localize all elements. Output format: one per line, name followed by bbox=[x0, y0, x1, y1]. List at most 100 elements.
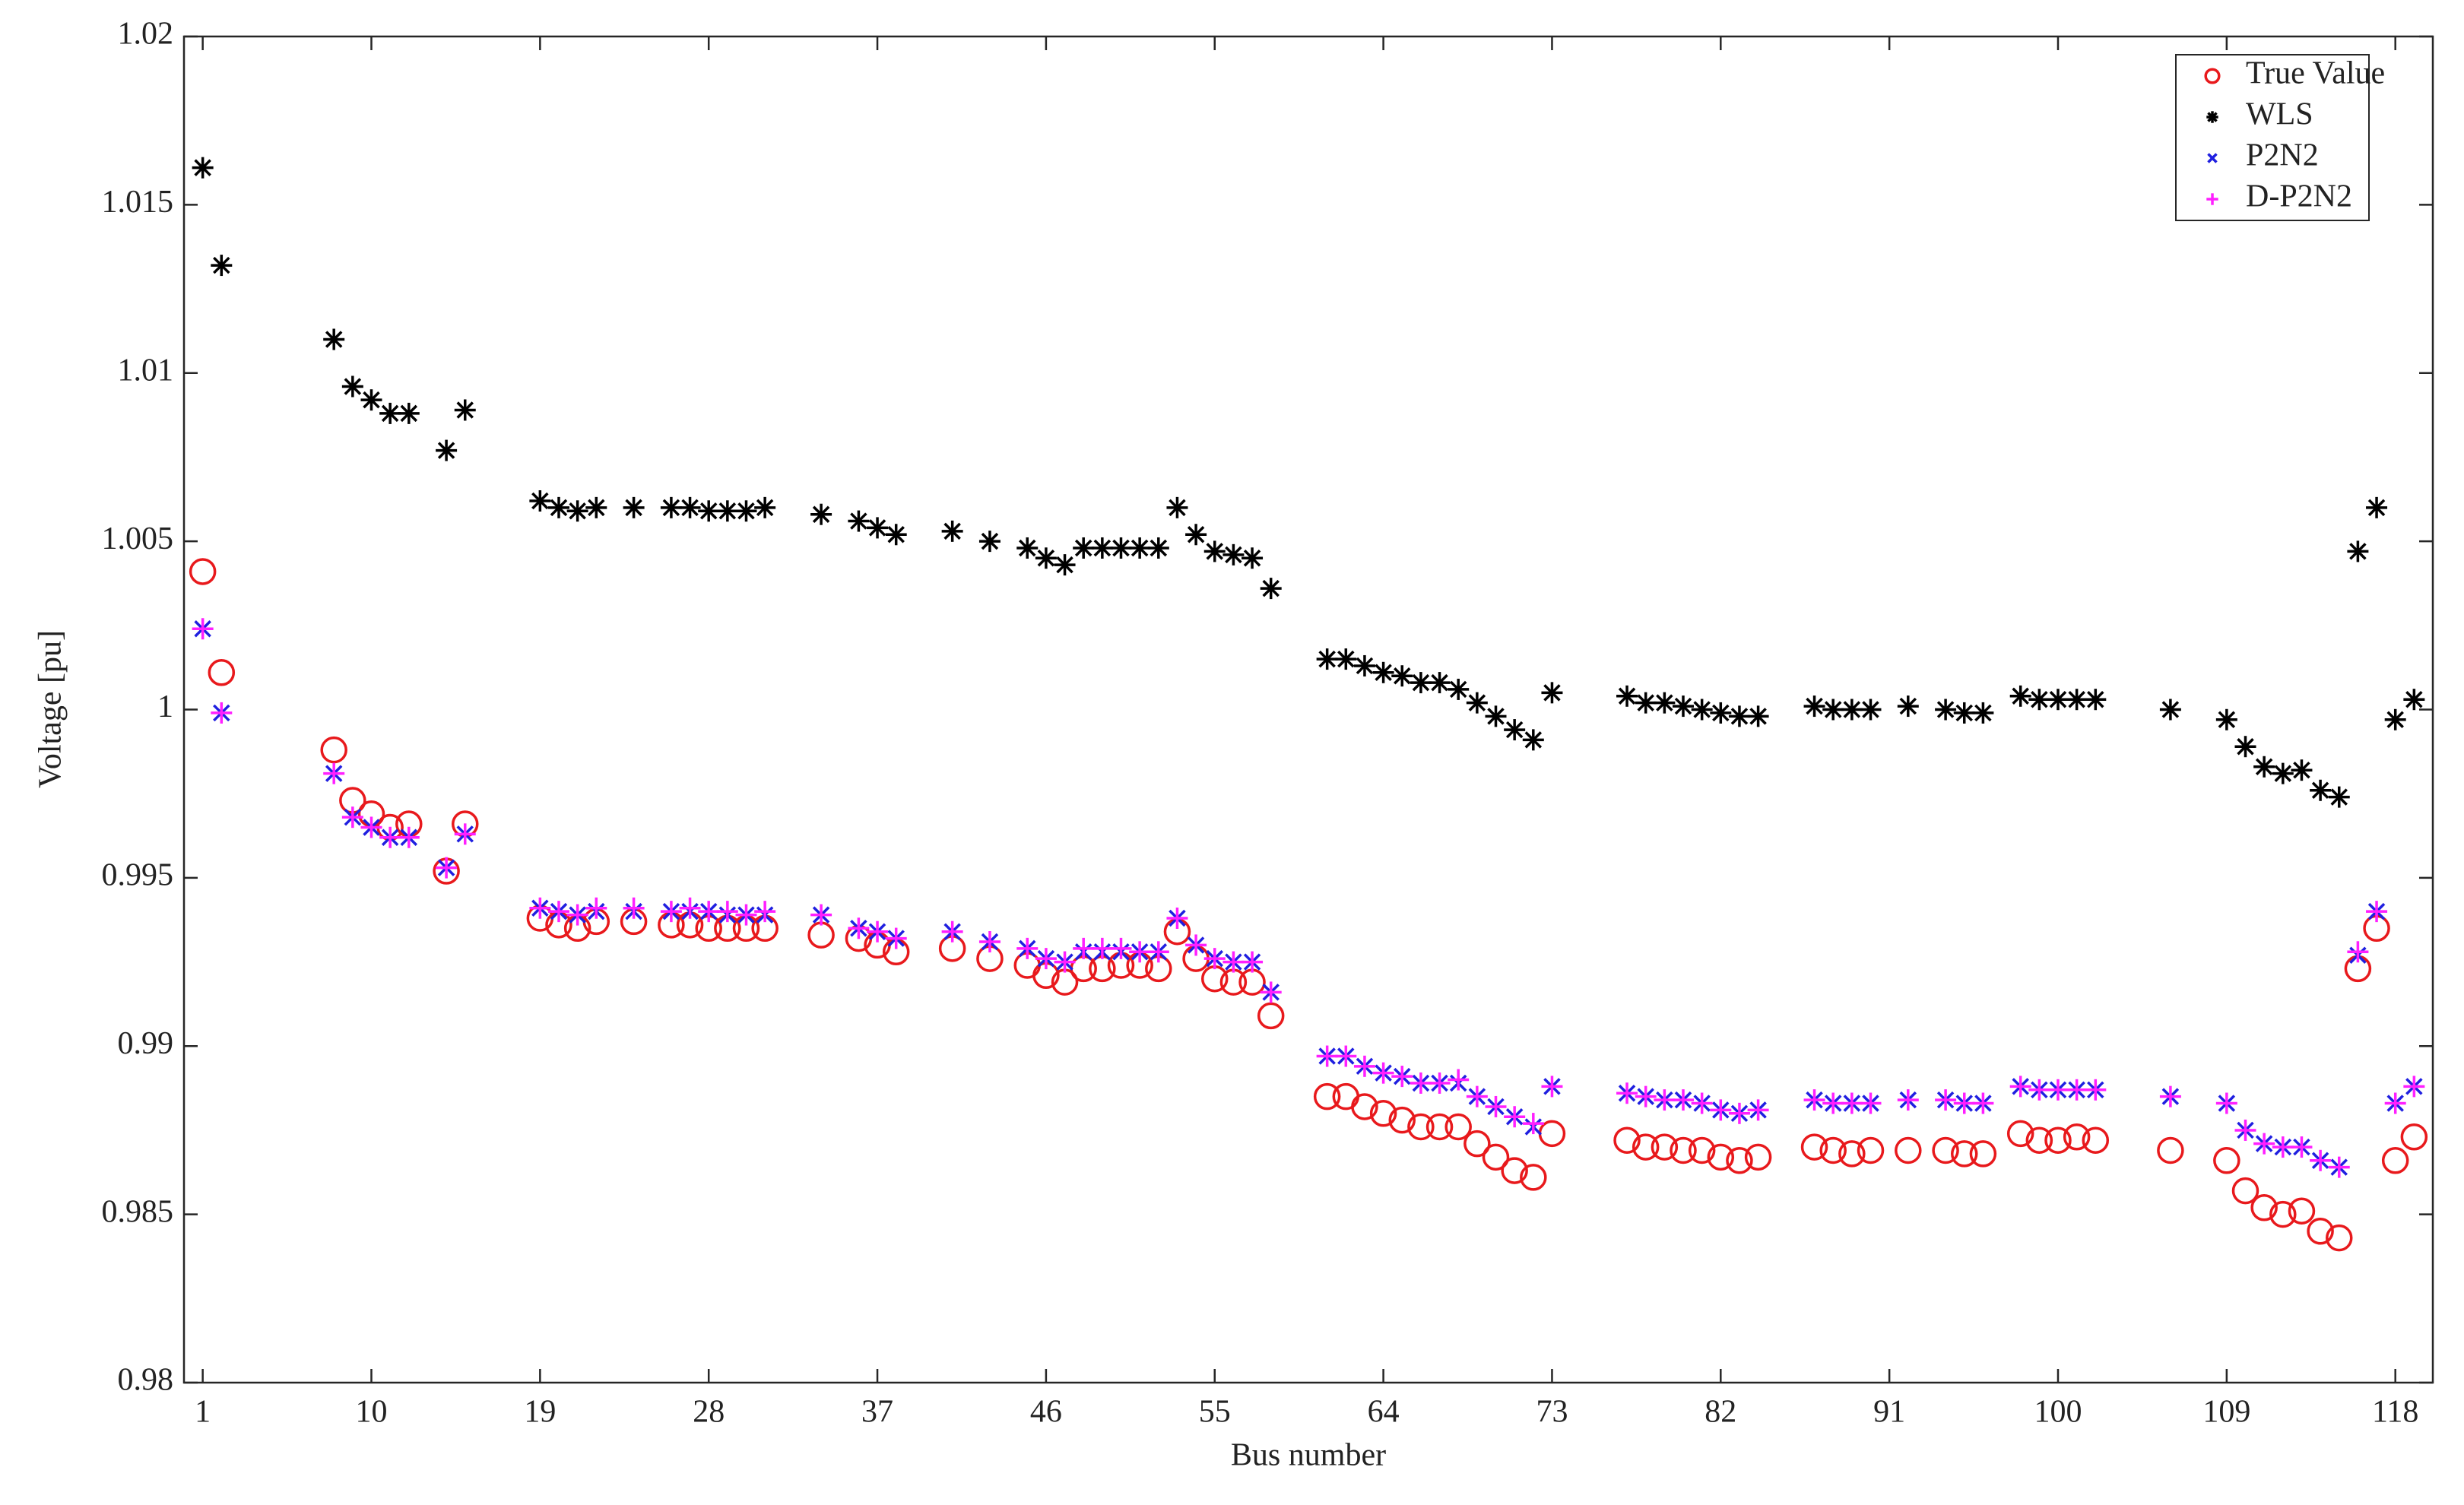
point bbox=[341, 806, 363, 829]
point bbox=[1335, 1045, 1357, 1067]
legend-marker bbox=[2206, 193, 2218, 205]
y-tick-label: 1.02 bbox=[118, 17, 174, 52]
point bbox=[1897, 695, 1919, 718]
point bbox=[848, 510, 870, 532]
point bbox=[1410, 672, 1432, 694]
point bbox=[2253, 756, 2275, 778]
point bbox=[2234, 1119, 2256, 1141]
point bbox=[978, 531, 1001, 553]
point bbox=[1670, 1136, 1697, 1164]
point bbox=[2215, 1092, 2237, 1114]
point bbox=[1407, 1113, 1435, 1141]
point bbox=[1744, 1143, 1772, 1171]
point bbox=[1860, 1092, 1882, 1114]
point bbox=[2291, 759, 2313, 781]
point bbox=[735, 904, 757, 926]
y-tick-label: 0.995 bbox=[102, 858, 174, 893]
point bbox=[454, 823, 476, 845]
point bbox=[1857, 1136, 1885, 1164]
point bbox=[1541, 682, 1563, 704]
point bbox=[941, 520, 963, 542]
point bbox=[716, 500, 738, 522]
point bbox=[323, 762, 345, 784]
point bbox=[679, 897, 701, 919]
point bbox=[566, 904, 588, 926]
point bbox=[2044, 1126, 2072, 1154]
point bbox=[1222, 951, 1245, 973]
point bbox=[1166, 496, 1188, 518]
point bbox=[1935, 699, 1957, 721]
point bbox=[1035, 948, 1057, 970]
point bbox=[1429, 1072, 1451, 1094]
point bbox=[2009, 685, 2031, 707]
point bbox=[1654, 1089, 1676, 1111]
point bbox=[1822, 1092, 1844, 1114]
point bbox=[1897, 1089, 1919, 1111]
point bbox=[941, 920, 963, 943]
point bbox=[1616, 1082, 1638, 1104]
point bbox=[189, 558, 217, 585]
point bbox=[320, 736, 347, 764]
point bbox=[2234, 736, 2256, 758]
point bbox=[1485, 1095, 1507, 1117]
point bbox=[2047, 689, 2069, 711]
point bbox=[1728, 705, 1750, 727]
point bbox=[2403, 689, 2425, 711]
legend-marker bbox=[2207, 153, 2218, 163]
point bbox=[1932, 1136, 1959, 1164]
point bbox=[1185, 524, 1207, 546]
point bbox=[867, 517, 889, 539]
legend-label: P2N2 bbox=[2246, 138, 2319, 173]
point bbox=[1129, 537, 1151, 559]
point bbox=[1710, 1099, 1732, 1121]
point bbox=[1616, 685, 1638, 707]
point bbox=[2025, 1126, 2053, 1154]
x-tick-label: 46 bbox=[1030, 1395, 1062, 1430]
point bbox=[1522, 1113, 1544, 1135]
point bbox=[1016, 537, 1039, 559]
point bbox=[1388, 1106, 1416, 1134]
y-tick-label: 1.015 bbox=[102, 185, 174, 220]
point bbox=[1501, 1157, 1528, 1184]
x-axis-label: Bus number bbox=[1231, 1438, 1386, 1473]
point bbox=[360, 389, 382, 411]
x-tick-label: 1 bbox=[195, 1395, 211, 1430]
point bbox=[2063, 1123, 2091, 1151]
point bbox=[1448, 1069, 1470, 1091]
point bbox=[1129, 941, 1151, 963]
point bbox=[1203, 540, 1226, 562]
point bbox=[1504, 719, 1526, 741]
point bbox=[1803, 695, 1825, 718]
point bbox=[2328, 786, 2350, 808]
point bbox=[398, 402, 420, 424]
point bbox=[1951, 1140, 1978, 1168]
point bbox=[1969, 1140, 1997, 1168]
y-tick-label: 0.98 bbox=[118, 1363, 174, 1398]
point bbox=[810, 503, 832, 525]
x-tick-label: 10 bbox=[356, 1395, 388, 1430]
point bbox=[1316, 648, 1338, 670]
legend-label: WLS bbox=[2246, 97, 2313, 132]
point bbox=[2272, 762, 2294, 784]
point bbox=[735, 500, 757, 522]
point bbox=[211, 702, 233, 724]
point bbox=[1335, 648, 1357, 670]
point bbox=[1316, 1045, 1338, 1067]
y-tick-label: 1 bbox=[157, 689, 173, 724]
y-tick-label: 0.985 bbox=[102, 1194, 174, 1229]
point bbox=[1073, 937, 1095, 959]
y-tick-label: 1.005 bbox=[102, 521, 174, 556]
point bbox=[2009, 1076, 2031, 1098]
point bbox=[1747, 705, 1769, 727]
point bbox=[398, 826, 420, 848]
point bbox=[1257, 1002, 1285, 1030]
point bbox=[885, 927, 907, 949]
point bbox=[1147, 537, 1169, 559]
point bbox=[2400, 1123, 2428, 1151]
point bbox=[2157, 1136, 2184, 1164]
point bbox=[1242, 951, 1264, 973]
point bbox=[716, 901, 738, 923]
point bbox=[585, 897, 607, 919]
point bbox=[1485, 705, 1507, 727]
point bbox=[1972, 702, 1994, 724]
